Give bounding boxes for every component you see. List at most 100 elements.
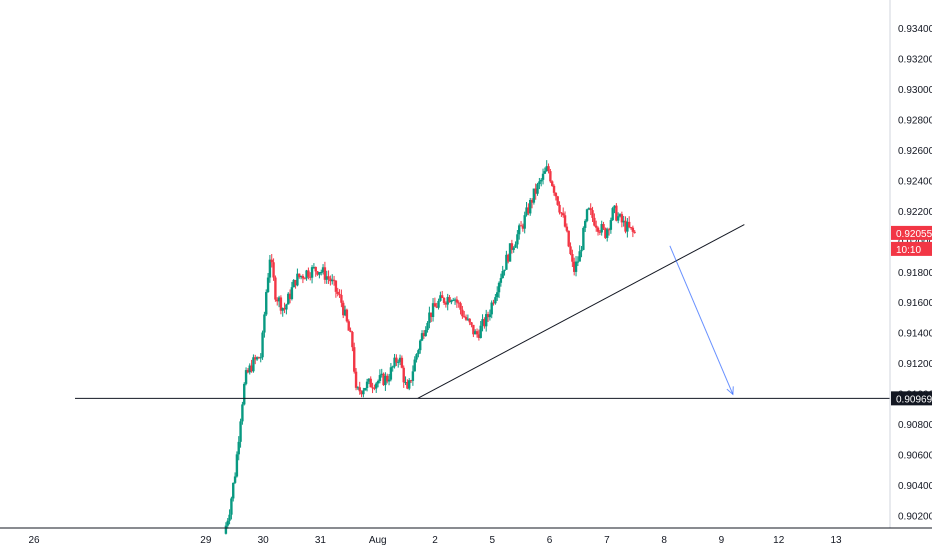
candle-body	[518, 225, 521, 235]
candles-layer	[224, 160, 636, 535]
candle-body	[373, 387, 376, 389]
candle-body	[600, 224, 603, 233]
y-tick-label: 0.92600	[898, 146, 932, 157]
candle-body	[541, 173, 545, 180]
candle-body	[422, 333, 426, 337]
candle-body	[534, 188, 537, 194]
x-tick-label: 2	[432, 535, 438, 546]
candle-body	[585, 209, 589, 221]
y-tick-label: 0.93200	[898, 54, 932, 65]
candle-body	[380, 373, 383, 376]
candle-body	[547, 166, 550, 172]
candle-body	[393, 357, 396, 367]
y-tick-label: 0.93000	[898, 85, 932, 96]
candle-body	[457, 302, 460, 304]
candle-body	[497, 282, 501, 293]
candle-body	[235, 454, 239, 477]
candle-body	[556, 196, 559, 205]
candle-body	[336, 291, 339, 294]
candle-body	[230, 498, 233, 515]
candle-body	[325, 276, 328, 280]
candle-body	[455, 299, 459, 303]
candle-body	[499, 278, 503, 283]
candle-body	[474, 331, 477, 335]
candle-body	[453, 299, 457, 301]
candle-body	[492, 302, 495, 304]
candle-body	[481, 319, 484, 326]
candle-body	[560, 212, 563, 214]
candle-body	[626, 221, 629, 232]
candle-body	[452, 299, 455, 301]
candle-body	[321, 267, 325, 272]
candle-body	[378, 375, 382, 381]
candle-body	[384, 375, 387, 386]
candle-body	[505, 254, 508, 270]
projection-arrowhead	[726, 386, 734, 396]
candle-body	[616, 216, 620, 221]
y-axis: 0.93400 0.93200 0.93000 0.92800 0.92600 0.924…	[898, 24, 932, 523]
candle-body	[538, 181, 541, 185]
candle-body	[314, 266, 317, 272]
candle-body	[323, 267, 327, 280]
y-tick-label: 0.90600	[898, 451, 932, 462]
candle-body	[613, 205, 616, 209]
candle-body	[268, 259, 272, 278]
candle-body	[580, 249, 583, 252]
candle-body	[387, 379, 391, 382]
candle-body	[514, 244, 517, 248]
candle-body	[595, 225, 598, 228]
candle-body	[459, 303, 462, 310]
candle-body	[485, 314, 488, 327]
candle-body	[354, 371, 358, 388]
candle-body	[627, 221, 631, 228]
y-tick-label: 0.91800	[898, 268, 932, 279]
candle-body	[477, 334, 481, 338]
candle-body	[398, 357, 402, 362]
candle-body	[340, 294, 343, 303]
candle-body	[246, 370, 250, 373]
candle-body	[303, 278, 306, 280]
candle-body	[255, 357, 259, 360]
candle-body	[540, 179, 543, 182]
candle-body	[397, 361, 400, 363]
candle-body	[232, 482, 235, 499]
candle-body	[532, 188, 536, 203]
candle-body	[604, 228, 607, 238]
price-label-box	[891, 391, 932, 406]
candle-body	[562, 213, 565, 216]
candle-body	[402, 367, 405, 383]
candle-body	[279, 297, 283, 311]
x-tick-label: 30	[258, 535, 270, 546]
candle-body	[574, 261, 578, 272]
candle-body	[615, 205, 618, 221]
drawings-layer	[75, 224, 890, 399]
candle-body	[252, 357, 255, 372]
candle-body	[424, 329, 427, 337]
y-tick-label: 0.90200	[898, 512, 932, 523]
candle-body	[587, 208, 591, 210]
candle-body	[602, 224, 605, 229]
candle-body	[543, 171, 547, 174]
candle-body	[244, 370, 248, 384]
candle-body	[463, 316, 466, 318]
candle-body	[461, 309, 464, 317]
candle-body	[241, 404, 244, 422]
candle-body	[523, 215, 526, 229]
candle-body	[624, 220, 627, 232]
candle-body	[609, 220, 613, 230]
x-tick-label: 31	[315, 535, 327, 546]
candle-body	[606, 229, 609, 238]
candle-body	[347, 321, 350, 331]
candle-body	[578, 251, 581, 262]
candle-body	[386, 375, 389, 382]
candle-body	[389, 367, 393, 380]
candle-body	[571, 254, 574, 262]
candle-body	[259, 357, 262, 359]
projection-arrow-line	[669, 245, 734, 395]
candle-body	[525, 207, 528, 216]
candle-body	[305, 270, 308, 279]
candle-body	[428, 312, 431, 323]
candle-body	[287, 293, 290, 305]
